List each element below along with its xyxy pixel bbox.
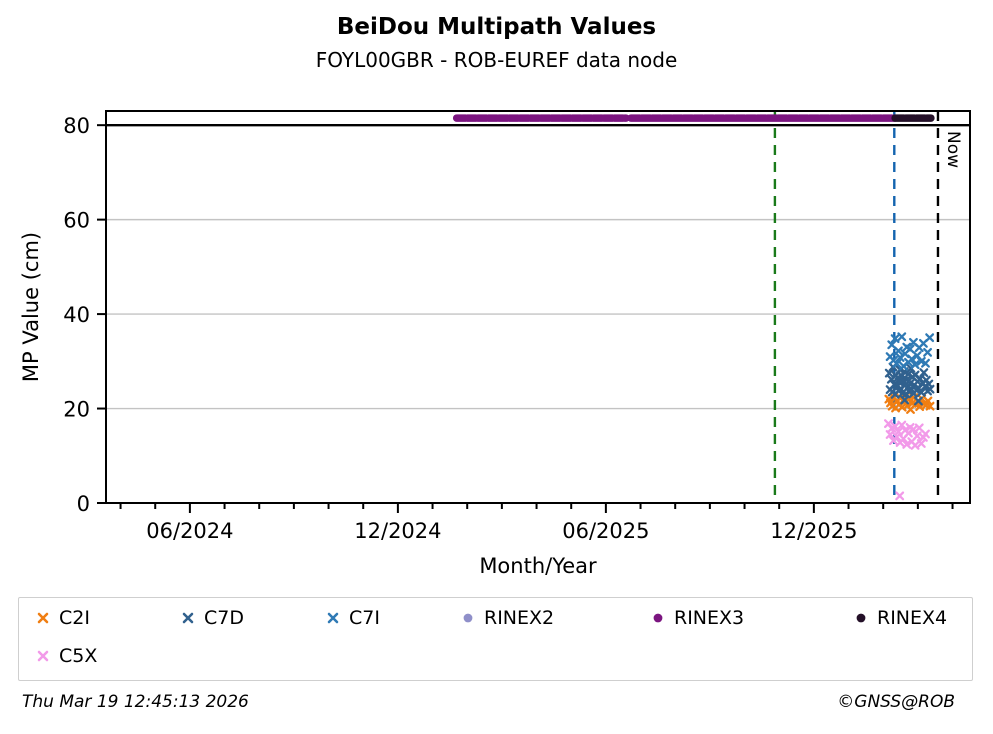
c7i-point — [910, 360, 920, 370]
c7i-marker-icon — [327, 612, 339, 624]
copyright-text: ©GNSS@ROB — [837, 692, 955, 712]
chart-header: BeiDou Multipath Values FOYL00GBR - ROB-… — [0, 0, 993, 72]
x-tick-label: 12/2025 — [770, 519, 857, 543]
x-tick-label: 06/2024 — [146, 519, 233, 543]
legend-item-rinex2: RINEX2 — [461, 605, 554, 631]
c5x-point — [894, 427, 903, 437]
multipath-plot: Now 0 20 40 60 80 06/2024 12/2024 06/2025 12/2025… — [19, 110, 971, 578]
c7d-point — [884, 368, 894, 378]
c5x-marker-icon — [37, 650, 49, 662]
now-label: Now — [943, 131, 963, 168]
legend-item-c7d: C7D — [181, 605, 244, 631]
chart-subtitle: FOYL00GBR - ROB-EUREF data node — [315, 48, 678, 72]
y-tick-label: 60 — [63, 209, 90, 233]
c2i-point — [925, 401, 935, 411]
legend-item-rinex3: RINEX3 — [651, 605, 744, 631]
c5x-point — [916, 439, 926, 448]
c5x-point — [897, 420, 907, 430]
c5x-point — [895, 491, 905, 501]
y-tick-label: 20 — [63, 398, 90, 422]
x-tick-label: 12/2024 — [354, 519, 441, 543]
c7i-point — [921, 358, 930, 368]
chart-legend: C2I C7D C7I RINEX2 RINEX3 RINEX4 C5X — [18, 597, 973, 681]
legend-label-c2i: C2I — [59, 607, 90, 629]
legend-label-c7d: C7D — [204, 607, 244, 629]
x-tick-label: 06/2025 — [562, 519, 649, 543]
legend-label-c7i: C7I — [349, 607, 380, 629]
c5x-point — [921, 429, 930, 439]
c2i-marker-icon — [37, 612, 49, 624]
plot-frame — [105, 110, 971, 504]
c7i-point — [905, 344, 915, 354]
legend-label-rinex3: RINEX3 — [674, 607, 745, 629]
legend-label-rinex4: RINEX4 — [877, 607, 948, 629]
legend-item-c5x: C5X — [36, 643, 97, 669]
c7i-point — [916, 356, 926, 366]
c7i-point — [897, 332, 907, 342]
c7i-point — [925, 333, 935, 343]
c7i-point — [894, 346, 903, 356]
y-axis-label: MP Value (cm) — [19, 232, 43, 382]
x-axis-label: Month/Year — [479, 554, 597, 578]
c7d-point — [913, 396, 923, 406]
y-tick-label: 0 — [77, 492, 90, 516]
y-tick-label: 40 — [63, 303, 90, 327]
chart-title: BeiDou Multipath Values — [336, 14, 657, 40]
c7i-point — [923, 347, 933, 357]
c7d-point — [925, 384, 935, 394]
rinex2-marker-icon — [463, 613, 473, 623]
c5x-point — [890, 422, 900, 431]
y-tick-label: 80 — [63, 114, 90, 138]
timestamp-text: Thu Mar 19 12:45:13 2026 — [22, 692, 249, 712]
legend-label-rinex2: RINEX2 — [484, 607, 555, 629]
c7i-point — [890, 334, 900, 344]
c7i-point — [887, 340, 897, 350]
c7i-point — [907, 354, 917, 364]
c7i-point — [892, 359, 902, 369]
c5x-point — [902, 439, 912, 449]
rinex3-marker-icon — [653, 613, 663, 623]
legend-item-c7i: C7I — [326, 605, 380, 631]
c7d-marker-icon — [182, 612, 194, 624]
rinex4-marker-icon — [856, 613, 866, 623]
legend-label-c5x: C5X — [59, 645, 98, 667]
legend-item-c2i: C2I — [36, 605, 90, 631]
legend-item-rinex4: RINEX4 — [854, 605, 947, 631]
c7d-point — [919, 368, 929, 378]
